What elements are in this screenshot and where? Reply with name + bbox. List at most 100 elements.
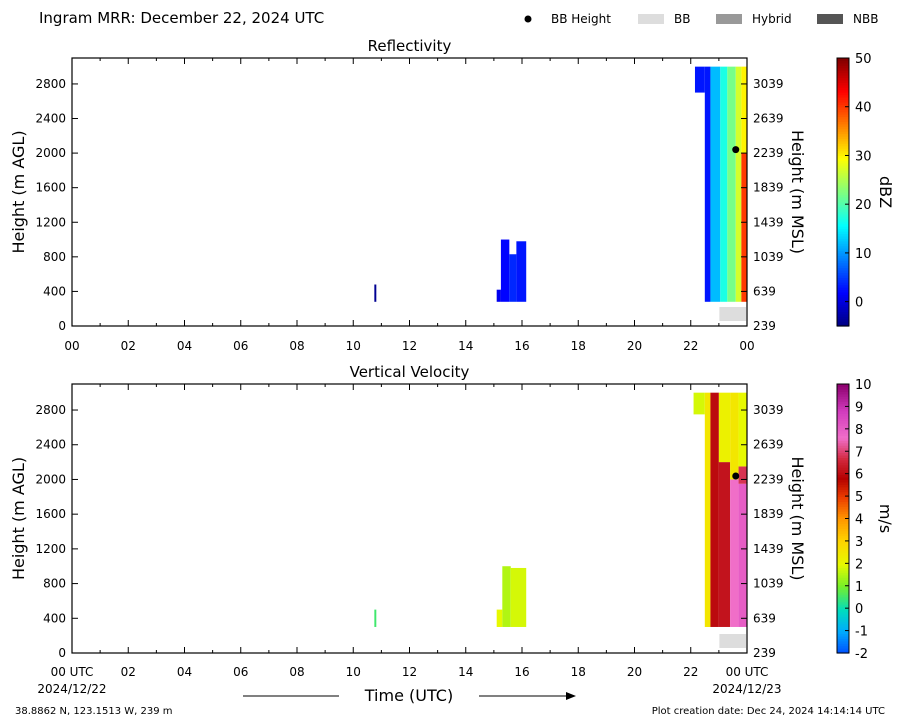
echo-cell (496, 289, 501, 302)
colorbar-segment (837, 513, 849, 517)
colorbar-tick-label: 9 (855, 400, 863, 415)
colorbar-segment (837, 145, 849, 149)
colorbar-segment (837, 432, 849, 436)
colorbar-tick-label: 50 (855, 52, 872, 67)
colorbar-segment (837, 498, 849, 502)
colorbar-segment (837, 230, 849, 235)
x-tick-label: 08 (289, 339, 304, 353)
echo-cell (727, 66, 736, 302)
x-tick-label: 10 (346, 339, 361, 353)
colorbar-segment (837, 511, 849, 515)
colorbar-segment (837, 506, 849, 510)
colorbar-segment (837, 153, 849, 157)
colorbar-segment (837, 143, 849, 147)
colorbar-segment (837, 75, 849, 79)
colorbar-segment (837, 582, 849, 586)
y-axis-right-label: Height (m MSL) (788, 456, 807, 580)
colorbar-segment (837, 84, 849, 88)
y-tick-label: 1600 (35, 181, 66, 195)
colorbar-segment (837, 211, 849, 215)
y-right-tick-label: 639 (753, 611, 776, 625)
legend: BB Height BB Hybrid NBB (524, 12, 878, 26)
colorbar-segment (837, 111, 849, 115)
colorbar-segment (837, 89, 849, 93)
colorbar-segment (837, 420, 849, 424)
colorbar-segment (837, 272, 849, 276)
y-tick-label: 1200 (35, 215, 66, 229)
colorbar-segment (837, 79, 849, 83)
colorbar-segment (837, 601, 849, 605)
echo-cell (730, 392, 739, 480)
colorbar-segment (837, 542, 849, 546)
colorbar-segment (837, 296, 849, 300)
y-tick-label: 2400 (35, 438, 66, 452)
colorbar-segment (837, 452, 849, 456)
colorbar-segment (837, 196, 849, 200)
colorbar-segment (837, 423, 849, 427)
colorbar-segment (837, 177, 849, 181)
figure-title: Ingram MRR: December 22, 2024 UTC (39, 9, 324, 27)
legend-label: NBB (853, 12, 878, 26)
colorbar-segment (837, 403, 849, 407)
colorbar-segment (837, 289, 849, 293)
y-tick-label: 400 (43, 611, 66, 625)
y-right-tick-label: 1039 (753, 577, 784, 591)
colorbar-segment (837, 408, 849, 412)
colorbar-segment (837, 199, 849, 203)
x-tick-label: 06 (233, 339, 248, 353)
colorbar-segment (837, 616, 849, 620)
x-tick-label: 00 (64, 339, 79, 353)
colorbar-segment (837, 523, 849, 527)
colorbar-segment (837, 528, 849, 532)
colorbar-segment (837, 501, 849, 505)
colorbar-tick-label: 1 (855, 580, 863, 595)
colorbar-tick-label: 0 (855, 602, 863, 617)
colorbar-segment (837, 481, 849, 485)
colorbar-segment (837, 599, 849, 603)
colorbar-segment (837, 393, 849, 397)
colorbar-segment (837, 584, 849, 588)
end-date-label: 2024/12/23 (712, 682, 781, 696)
colorbar-tick-label: 5 (855, 490, 863, 505)
colorbar-segment (837, 530, 849, 534)
y-right-tick-label: 1839 (753, 507, 784, 521)
colorbar-segment (837, 384, 849, 388)
colorbar-segment (837, 459, 849, 463)
colorbar-segment (837, 165, 849, 169)
y-tick-label: 2800 (35, 77, 66, 91)
colorbar-segment (837, 170, 849, 174)
colorbar-segment (837, 233, 849, 237)
x-tick-label: 12 (402, 339, 417, 353)
colorbar-segment (837, 635, 849, 639)
x-tick-label: 18 (571, 339, 586, 353)
colorbar-segment (837, 545, 849, 549)
colorbar-segment (837, 182, 849, 186)
colorbar-segment (837, 192, 849, 196)
echo-cell (738, 392, 747, 467)
colorbar-segment (837, 413, 849, 417)
echo-cell (738, 466, 747, 484)
colorbar-segment (837, 508, 849, 512)
y-tick-label: 0 (58, 646, 66, 660)
colorbar-segment (837, 457, 849, 461)
colorbar-segment (837, 218, 849, 222)
location-text: 38.8862 N, 123.1513 W, 239 m (15, 706, 173, 717)
colorbar-segment (837, 410, 849, 414)
colorbar-segment (837, 604, 849, 608)
colorbar-segment (837, 235, 849, 239)
legend-label: Hybrid (752, 12, 792, 26)
bb-height-marker (732, 472, 740, 480)
colorbar-segment (837, 304, 849, 308)
y-tick-label: 0 (58, 319, 66, 333)
y-right-tick-label: 239 (753, 646, 776, 660)
colorbar-tick-label: 2 (855, 557, 863, 572)
colorbar-segment (837, 611, 849, 615)
colorbar-segment (837, 216, 849, 220)
echo-cell (710, 66, 721, 302)
y-tick-label: 2000 (35, 472, 66, 486)
colorbar-segment (837, 396, 849, 400)
colorbar-segment (837, 406, 849, 410)
colorbar-segment (837, 262, 849, 266)
y-tick-label: 2000 (35, 146, 66, 160)
